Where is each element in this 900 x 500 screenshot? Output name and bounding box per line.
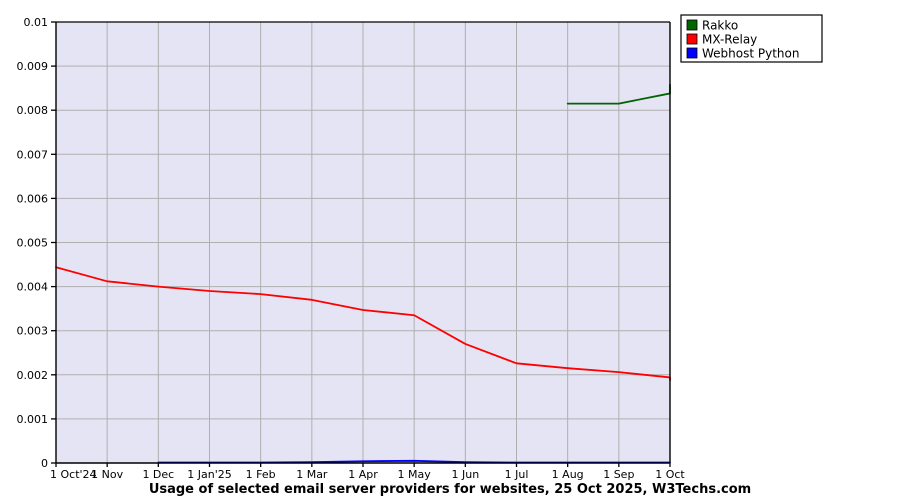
y-axis-tick-label: 0.001	[17, 413, 49, 426]
legend-swatch	[686, 47, 698, 59]
legend-item-label: Rakko	[702, 19, 738, 33]
y-axis-tick-label: 0.006	[17, 192, 49, 205]
y-axis-tick-label: 0.003	[17, 325, 49, 338]
x-axis-tick-label: 1 Oct	[655, 468, 685, 481]
y-axis-tick-label: 0.008	[17, 104, 49, 117]
x-axis-tick-label: 1 Jul	[505, 468, 529, 481]
y-axis-tick-label: 0.005	[17, 237, 49, 250]
x-axis-tick-label: 1 May	[398, 468, 432, 481]
legend-swatch	[686, 33, 698, 45]
y-axis-tick-label: 0.002	[17, 369, 49, 382]
x-axis-tick-label: 1 Nov	[91, 468, 123, 481]
y-axis-tick-label: 0.009	[17, 60, 49, 73]
y-axis-tick-label: 0	[41, 457, 48, 470]
vertical-gridlines	[106, 22, 671, 463]
series-line	[55, 266, 671, 381]
x-axis-tick-label: 1 Dec	[142, 468, 174, 481]
legend-item-label: Webhost Python	[702, 47, 799, 61]
x-axis-tick-label: 1 Oct'24	[50, 468, 97, 481]
y-axis-tick-label: 0.004	[17, 281, 49, 294]
x-axis-tick-label: 1 Aug	[552, 468, 584, 481]
x-axis-tick-label: 1 Feb	[246, 468, 276, 481]
y-axis-ticks	[51, 21, 56, 464]
y-axis-tick-label: 0.007	[17, 148, 49, 161]
x-axis-tick-label: 1 Mar	[296, 468, 328, 481]
x-axis-tick-label: 1 Jun	[451, 468, 479, 481]
y-axis-tick-label: 0.01	[24, 16, 49, 29]
legend-swatch	[686, 19, 698, 31]
x-axis-tick-label: 1 Apr	[348, 468, 378, 481]
legend-box	[680, 14, 823, 63]
legend-item-label: MX-Relay	[702, 33, 757, 47]
y-axis-labels: 0 0.001 0.002 0.003 0.004 0.005 0.006 0.007 0.00…	[17, 16, 49, 470]
x-axis-labels: 1 Oct'241 Nov 1 Dec 1 Jan'25 1 Feb 1 Mar 1 Ap…	[50, 468, 685, 481]
x-axis-tick-label: 1 Sep	[603, 468, 634, 481]
x-axis-tick-label: 1 Jan'25	[187, 468, 231, 481]
chart-title: Usage of selected email server providers…	[149, 482, 751, 497]
